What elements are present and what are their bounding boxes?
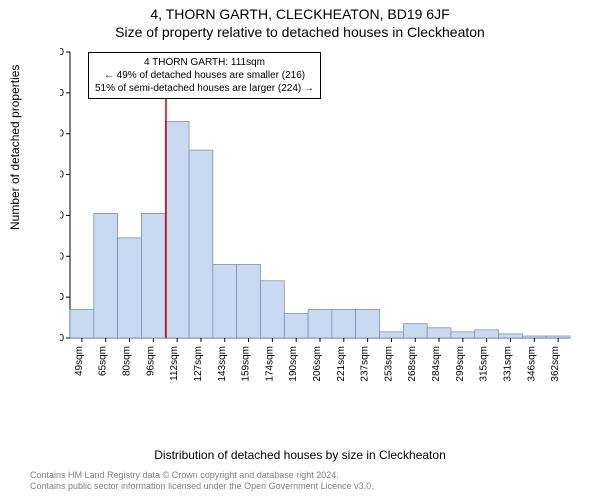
svg-text:159sqm: 159sqm bbox=[241, 346, 252, 382]
svg-text:65sqm: 65sqm bbox=[98, 346, 109, 376]
svg-text:174sqm: 174sqm bbox=[264, 346, 275, 382]
histogram-plot: 0 20 40 60 80 100 120 140 49sqm 65sqm 80sqm 96sqm 11… bbox=[60, 48, 580, 408]
svg-text:346sqm: 346sqm bbox=[526, 346, 537, 382]
svg-text:253sqm: 253sqm bbox=[383, 346, 394, 382]
svg-text:80sqm: 80sqm bbox=[122, 346, 133, 376]
svg-text:49sqm: 49sqm bbox=[74, 346, 85, 376]
x-axis-label: Distribution of detached houses by size … bbox=[0, 448, 600, 462]
svg-text:331sqm: 331sqm bbox=[502, 346, 513, 382]
svg-text:206sqm: 206sqm bbox=[312, 346, 323, 382]
svg-text:20: 20 bbox=[60, 292, 64, 303]
annotation-line2: ← 49% of detached houses are smaller (21… bbox=[95, 69, 314, 82]
annotation-box: 4 THORN GARTH: 111sqm ← 49% of detached … bbox=[88, 52, 321, 99]
svg-text:60: 60 bbox=[60, 210, 64, 221]
chart-subtitle: Size of property relative to detached ho… bbox=[0, 22, 600, 40]
svg-text:96sqm: 96sqm bbox=[145, 346, 156, 376]
svg-text:40: 40 bbox=[60, 251, 64, 262]
footer-line2: Contains public sector information licen… bbox=[30, 481, 374, 492]
svg-text:362sqm: 362sqm bbox=[550, 346, 561, 382]
svg-text:143sqm: 143sqm bbox=[217, 346, 228, 382]
svg-text:127sqm: 127sqm bbox=[193, 346, 204, 382]
y-axis-label: Number of detached properties bbox=[8, 65, 22, 230]
footer: Contains HM Land Registry data © Crown c… bbox=[30, 470, 374, 492]
svg-text:315sqm: 315sqm bbox=[479, 346, 490, 382]
chart-area: 0 20 40 60 80 100 120 140 49sqm 65sqm 80sqm 96sqm 11… bbox=[60, 48, 580, 408]
svg-text:268sqm: 268sqm bbox=[407, 346, 418, 382]
svg-text:80: 80 bbox=[60, 170, 64, 181]
annotation-line3: 51% of semi-detached houses are larger (… bbox=[95, 82, 314, 95]
footer-line1: Contains HM Land Registry data © Crown c… bbox=[30, 470, 374, 481]
svg-text:299sqm: 299sqm bbox=[455, 346, 466, 382]
svg-text:284sqm: 284sqm bbox=[431, 346, 442, 382]
svg-text:120: 120 bbox=[60, 88, 64, 99]
svg-text:0: 0 bbox=[60, 333, 64, 344]
svg-text:100: 100 bbox=[60, 129, 64, 140]
svg-text:140: 140 bbox=[60, 48, 64, 58]
address-title: 4, THORN GARTH, CLECKHEATON, BD19 6JF bbox=[0, 0, 600, 22]
svg-text:221sqm: 221sqm bbox=[336, 346, 347, 382]
svg-text:237sqm: 237sqm bbox=[360, 346, 371, 382]
chart-container: 4, THORN GARTH, CLECKHEATON, BD19 6JF Si… bbox=[0, 0, 600, 500]
svg-text:190sqm: 190sqm bbox=[288, 346, 299, 382]
annotation-line1: 4 THORN GARTH: 111sqm bbox=[95, 56, 314, 69]
svg-text:112sqm: 112sqm bbox=[169, 346, 180, 381]
